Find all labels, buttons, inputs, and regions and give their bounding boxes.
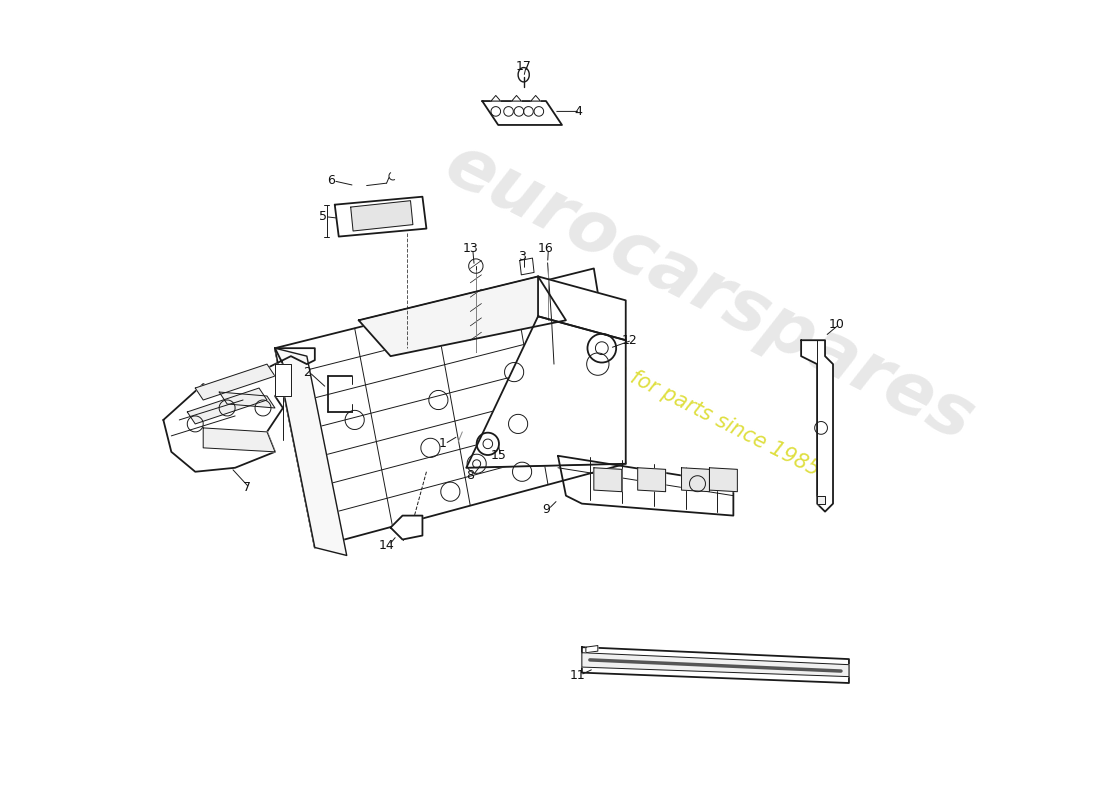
Polygon shape (275, 269, 626, 547)
Polygon shape (538, 277, 626, 340)
Polygon shape (710, 468, 737, 492)
Text: eurocarspares: eurocarspares (433, 129, 986, 456)
Text: 7: 7 (243, 481, 251, 494)
Polygon shape (482, 101, 562, 125)
Polygon shape (204, 428, 275, 452)
Polygon shape (275, 348, 346, 555)
Polygon shape (219, 392, 275, 408)
Text: 4: 4 (574, 105, 582, 118)
Text: 9: 9 (542, 502, 550, 516)
Text: 12: 12 (621, 334, 638, 346)
Text: 17: 17 (516, 60, 531, 74)
Polygon shape (817, 496, 825, 504)
Polygon shape (491, 95, 501, 101)
Polygon shape (334, 197, 427, 237)
Polygon shape (195, 364, 275, 400)
Text: 5: 5 (319, 210, 327, 223)
Polygon shape (390, 515, 422, 539)
Polygon shape (519, 258, 535, 275)
Polygon shape (359, 277, 565, 356)
Polygon shape (582, 653, 849, 677)
Polygon shape (351, 201, 412, 231)
Text: 1: 1 (439, 438, 447, 450)
Text: 11: 11 (570, 669, 586, 682)
Polygon shape (466, 316, 626, 468)
Text: 3: 3 (518, 250, 526, 263)
Polygon shape (187, 388, 267, 424)
Text: 6: 6 (327, 174, 334, 187)
Polygon shape (682, 468, 710, 492)
Polygon shape (163, 348, 315, 472)
Text: 16: 16 (538, 242, 554, 255)
Polygon shape (275, 364, 290, 396)
Text: 13: 13 (462, 242, 478, 255)
Text: a passion for parts since 1985: a passion for parts since 1985 (532, 319, 823, 481)
Polygon shape (558, 456, 734, 515)
Polygon shape (586, 646, 597, 653)
Polygon shape (531, 95, 540, 101)
Polygon shape (594, 468, 621, 492)
Text: 2: 2 (302, 366, 311, 378)
Polygon shape (582, 647, 849, 683)
Polygon shape (638, 468, 666, 492)
Text: 10: 10 (829, 318, 845, 330)
Text: 15: 15 (491, 450, 506, 462)
Polygon shape (801, 340, 833, 512)
Polygon shape (512, 95, 521, 101)
Text: 14: 14 (378, 538, 395, 551)
Text: 8: 8 (466, 470, 474, 482)
